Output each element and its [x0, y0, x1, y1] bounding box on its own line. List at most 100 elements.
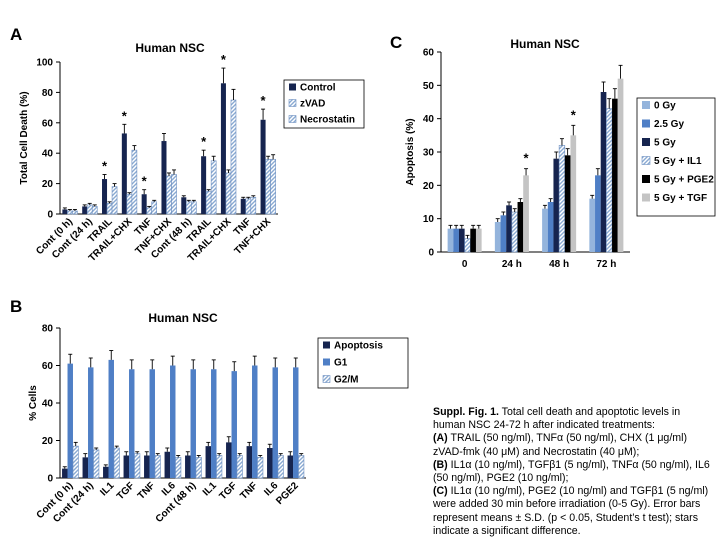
chart-c-x-tick-label: 24 h: [502, 259, 522, 270]
chart-b-legend-swatch: [322, 375, 331, 383]
chart-a-significance-star: *: [102, 158, 108, 173]
chart-a-legend-label: Control: [300, 83, 336, 94]
chart-c-bar: [494, 222, 501, 252]
chart-a-bar: [106, 203, 113, 215]
chart-a-legend-label: Necrostatin: [300, 115, 355, 126]
chart-b-y-tick-label: 80: [42, 324, 54, 335]
chart-c-bar: [458, 228, 465, 252]
caption-intro: Total cell death and apoptotic levels in…: [433, 406, 681, 432]
chart-b-bar: [103, 466, 109, 478]
chart-b-bar: [67, 363, 73, 478]
chart-b-x-tick-label: IL1: [98, 480, 116, 498]
chart-b-x-tick-label: IL1: [201, 480, 219, 498]
chart-a-bar: [131, 149, 138, 215]
chart-b-bar: [175, 457, 182, 479]
chart-a-bar: [205, 190, 212, 215]
chart-b-bar: [88, 367, 94, 478]
chart-c-x-tick-label: 0: [462, 259, 468, 270]
chart-c-bar: [617, 78, 624, 253]
chart-a-bar: [240, 198, 246, 214]
chart-b-legend-label: G1: [334, 358, 348, 369]
chart-b-bar: [129, 369, 135, 478]
chart-c-bar: [470, 228, 476, 252]
chart-a-bar: [230, 99, 237, 215]
chart-c-legend-swatch: [642, 175, 650, 183]
chart-c-bar: [553, 158, 560, 252]
chart-a-bar: [181, 197, 187, 214]
chart-b-bar: [149, 369, 155, 478]
chart-b-x-tick-label: PGE2: [274, 480, 301, 507]
chart-a-significance-star: *: [221, 52, 227, 67]
chart-b-y-tick-label: 40: [42, 399, 54, 410]
chart-a-bar: [121, 133, 127, 214]
chart-a-cell-death: Human NSC Total Cell Death (%) 0 20 40 60 80 10…: [19, 41, 365, 264]
chart-b-ylabel: % Cells: [28, 385, 39, 421]
chart-b-bar: [252, 365, 258, 478]
chart-b-bar: [154, 455, 161, 479]
chart-b-bar: [287, 455, 294, 478]
chart-c-legend-label: 0 Gy: [654, 101, 676, 112]
chart-b-bar: [108, 359, 114, 478]
chart-a-bar: [67, 210, 73, 215]
chart-a-title: Human NSC: [135, 41, 205, 55]
chart-b-legend-swatch: [323, 358, 330, 366]
chart-b-bar: [257, 457, 264, 479]
chart-a-bar: [161, 141, 167, 214]
chart-c-bar: [523, 175, 529, 252]
chart-c-apoptosis: Human NSC Apoptosis (%) 0 10 20 30 40 50 60 0 24 h…: [405, 37, 716, 270]
figure-caption: Suppl. Fig. 1. Total cell death and apop…: [433, 406, 715, 538]
chart-b-bar: [144, 455, 150, 478]
chart-b-y-tick-label: 0: [47, 474, 53, 485]
chart-c-bar: [464, 238, 471, 253]
chart-b-bar: [62, 468, 68, 478]
chart-a-bar: [72, 210, 78, 215]
chart-a-bar: [102, 179, 108, 214]
chart-b-bar: [185, 455, 191, 478]
caption-a-label: (A): [433, 432, 448, 445]
chart-c-y-tick-label: 60: [423, 48, 435, 59]
chart-c-bar: [475, 228, 482, 252]
chart-c-y-tick-label: 10: [423, 214, 435, 225]
chart-b-bar: [267, 448, 273, 478]
chart-c-bar: [612, 98, 618, 253]
chart-c-x-tick-label: 72 h: [596, 259, 616, 270]
chart-b-bar: [216, 455, 223, 479]
chart-a-bar: [171, 174, 177, 215]
panel-label-a: A: [10, 25, 22, 44]
chart-b-bar: [170, 365, 176, 478]
chart-a-y-tick-label: 100: [36, 58, 53, 69]
chart-c-bar: [589, 198, 596, 252]
chart-a-bar: [86, 204, 93, 215]
caption-a-text: TRAIL (50 ng/ml), TNFα (50 ng/ml), CHX (…: [433, 432, 687, 458]
chart-b-bar: [277, 455, 284, 479]
chart-b-bar: [72, 445, 79, 479]
chart-c-x-tick-label: 48 h: [549, 259, 569, 270]
chart-a-ylabel: Total Cell Death (%): [19, 91, 30, 184]
chart-c-legend-swatch: [642, 138, 650, 146]
chart-b-legend-label: G2/M: [334, 375, 358, 386]
caption-b-text: IL1α (10 ng/ml), TGFβ1 (5 ng/ml), TNFα (…: [433, 458, 710, 485]
chart-b-legend-box: [317, 337, 409, 389]
chart-a-bar: [126, 193, 133, 215]
chart-c-y-tick-label: 0: [428, 248, 434, 259]
chart-b-bar: [226, 442, 232, 478]
chart-c-legend-label: 5 Gy + IL1: [654, 156, 702, 167]
chart-a-legend-box: [283, 79, 365, 129]
chart-c-title: Human NSC: [510, 37, 580, 51]
chart-c-bar: [506, 205, 512, 252]
chart-c-bar: [570, 135, 577, 252]
chart-a-bar: [201, 156, 207, 214]
chart-b-x-tick-label: TGF: [115, 480, 137, 502]
chart-a-bar: [151, 201, 158, 215]
caption-heading: Suppl. Fig. 1.: [433, 406, 499, 418]
chart-b-y-tick-label: 60: [42, 361, 54, 372]
chart-c-legend-label: 5 Gy: [654, 138, 676, 149]
chart-a-y-tick-label: 60: [42, 118, 54, 129]
chart-c-y-tick-label: 50: [423, 81, 435, 92]
chart-c-bar: [511, 211, 518, 253]
chart-c-bar: [517, 202, 524, 252]
chart-a-bar: [91, 206, 98, 215]
chart-a-bar: [82, 206, 88, 214]
caption-c-label: (C): [433, 485, 448, 498]
